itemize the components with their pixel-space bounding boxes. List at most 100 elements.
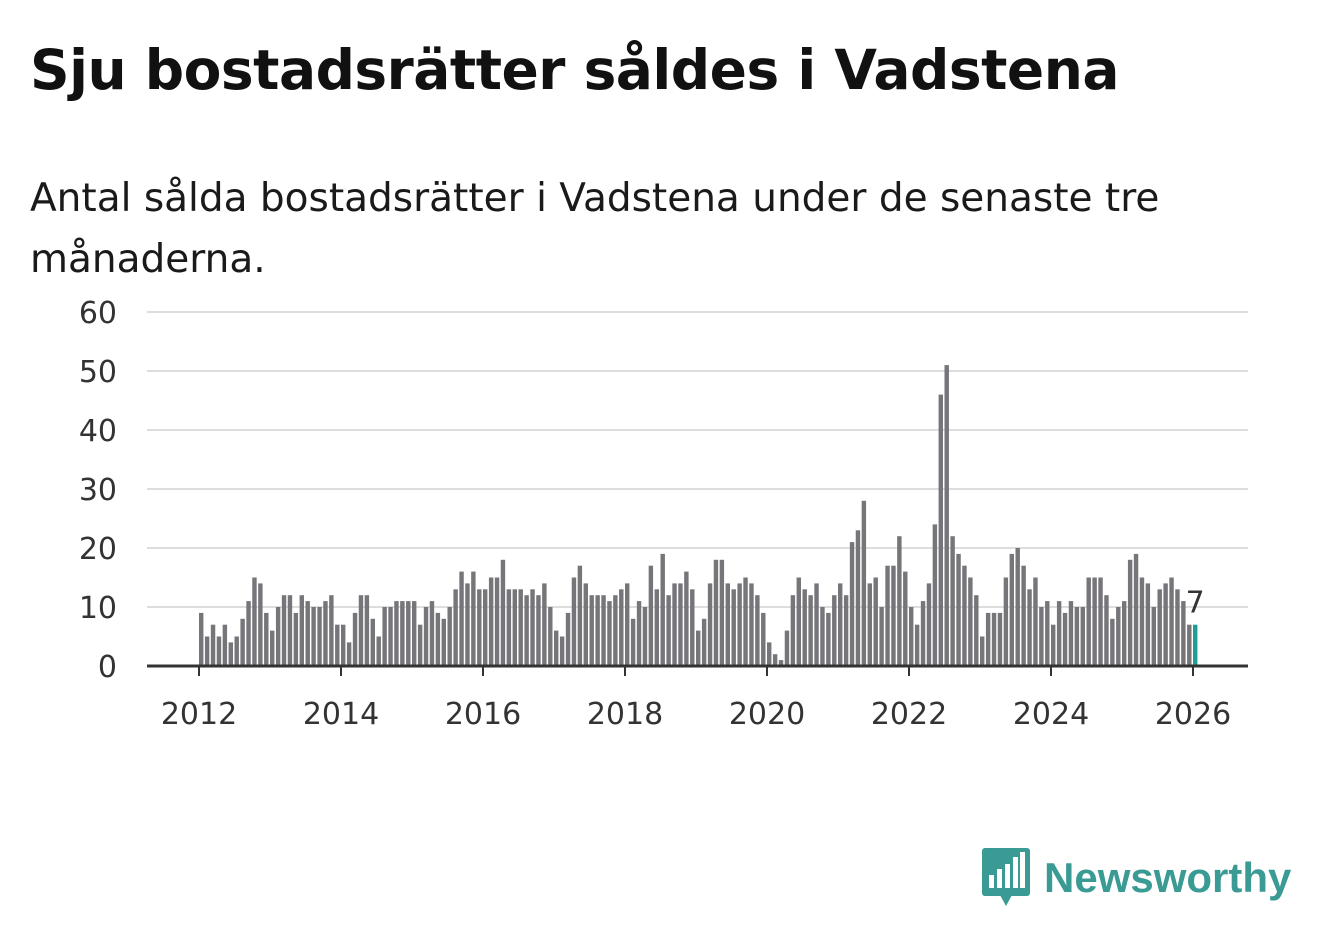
bar [536,595,541,666]
y-tick-label: 20 [79,532,117,567]
bar [1033,577,1038,666]
bar [388,607,393,666]
bar [968,577,973,666]
bar [1157,589,1162,666]
bar [364,595,370,666]
bar [1122,601,1127,666]
bar [417,624,423,666]
bar [341,624,346,666]
bar [453,589,458,666]
bar [1027,589,1032,666]
bar [802,589,807,666]
bar [1098,577,1103,666]
bar [997,612,1003,666]
bar [287,595,293,666]
bar [589,595,594,666]
bar [311,607,316,666]
bar [1145,583,1151,666]
bar [684,571,689,666]
bar [435,612,441,666]
bar [956,553,961,666]
bar [494,577,500,666]
bar [1009,553,1014,666]
bar [559,636,565,666]
bar [447,607,452,666]
bar [500,559,506,666]
bar [1127,559,1133,666]
bar [441,618,446,666]
bar [305,601,310,666]
bars [199,365,1198,666]
bar [772,654,778,666]
bar [382,607,387,666]
bar [660,553,665,666]
bar [914,624,920,666]
bar [228,642,233,666]
bar [583,583,588,666]
bar [607,601,612,666]
bar [412,601,417,666]
bar [317,607,322,666]
bar [808,595,813,666]
bar [867,583,872,666]
bar [796,577,801,666]
bar [920,601,926,666]
y-tick-label: 0 [98,650,117,685]
bar [423,607,429,666]
bar [903,571,908,666]
bar [299,595,304,666]
bar [701,618,707,666]
bar [974,595,979,666]
bar [488,577,494,666]
bar [1080,607,1085,666]
bar [1051,624,1056,666]
bar [991,612,997,666]
bar [790,595,796,666]
bar [1045,601,1050,666]
bar [542,583,547,666]
y-axis-ticks: 0 10 20 30 40 50 60 [79,296,117,685]
bar [512,589,517,666]
bar [980,636,985,666]
highlight-label: 7 [1186,586,1205,621]
bar [1181,601,1186,666]
bar [329,595,334,666]
bar [932,524,938,666]
bar [376,636,381,666]
bar [1110,618,1115,666]
bar [471,571,476,666]
x-tick-label: 2016 [445,697,521,732]
bar [1104,595,1109,666]
bar [666,595,671,666]
y-tick-label: 60 [79,296,117,331]
bar [678,583,683,666]
bar [719,559,725,666]
bar [293,612,299,666]
bar [370,618,375,666]
bar [1068,601,1074,666]
y-tick-label: 50 [79,355,117,390]
bar [1021,565,1026,666]
x-tick-label: 2012 [161,697,237,732]
x-tick-label: 2018 [587,697,663,732]
bar [642,607,648,666]
bar [1074,607,1080,666]
bar [1116,607,1121,666]
y-tick-label: 10 [79,591,117,626]
bar [1163,583,1168,666]
bar [1003,577,1009,666]
bar [1039,607,1044,666]
bar [1056,601,1062,666]
newsworthy-logo-icon [982,848,1030,906]
bar [861,500,867,666]
bar [1169,577,1174,666]
bar [210,624,216,666]
bar [1015,548,1020,666]
bar-highlight [1193,624,1198,666]
bar [648,565,654,666]
bar [571,577,577,666]
bar [820,607,825,666]
brand-name: Newsworthy [1044,854,1292,901]
bar [962,565,967,666]
